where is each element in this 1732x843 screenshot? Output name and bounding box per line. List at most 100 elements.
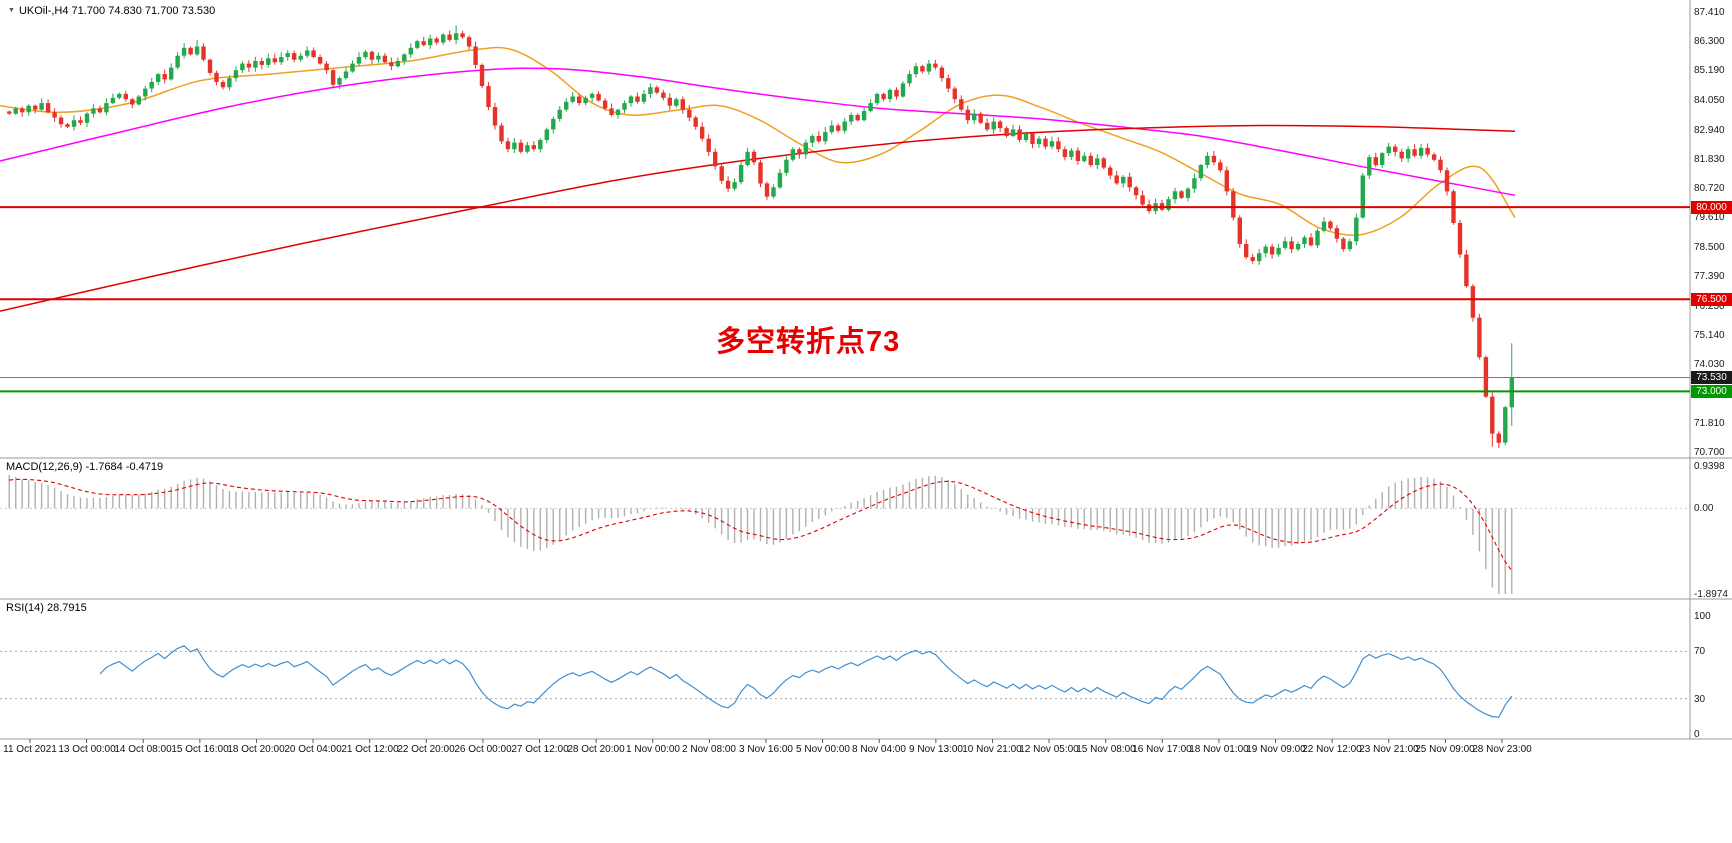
candle [207, 59, 213, 73]
candle [1412, 149, 1417, 156]
macd-panel[interactable] [0, 474, 1690, 594]
candle [311, 50, 316, 57]
candle [65, 124, 70, 127]
rsi-axis-label: 70 [1694, 646, 1706, 657]
candle [1470, 286, 1476, 318]
rsi-axis-label: 100 [1694, 611, 1711, 622]
price-axis-label: 85.190 [1694, 65, 1725, 76]
time-axis-label: 15 Nov 08:00 [1076, 744, 1136, 755]
candle [816, 136, 821, 142]
candle [1425, 147, 1430, 155]
candle [220, 82, 226, 88]
candle [1457, 222, 1463, 255]
candle [1172, 191, 1178, 200]
macd-indicator-label: MACD(12,26,9) -1.7684 -0.4719 [6, 461, 164, 473]
candle [797, 149, 802, 155]
macd-axis-label: 0.9398 [1694, 461, 1725, 472]
candle [784, 159, 789, 173]
price-axis-label: 79.610 [1694, 212, 1725, 223]
ma-line-ma-slow-red [0, 124, 1516, 312]
macd-axis-label: 0.00 [1694, 503, 1714, 514]
rsi-line [99, 645, 1513, 718]
candle [1062, 149, 1068, 158]
time-axis-ticks [29, 739, 1503, 743]
time-axis-label: 28 Oct 20:00 [567, 744, 625, 755]
time-axis-label: 18 Nov 01:00 [1189, 744, 1249, 755]
candle [1108, 167, 1113, 176]
candle [1179, 191, 1184, 198]
candle [1101, 158, 1106, 168]
candle [700, 126, 705, 139]
price-axis-label: 84.050 [1694, 95, 1725, 106]
candle [570, 96, 575, 102]
candle [609, 108, 614, 115]
candle [855, 115, 860, 121]
candle [104, 103, 109, 113]
candle [1341, 238, 1346, 250]
candle [920, 66, 925, 72]
candle [1069, 150, 1074, 158]
candle [58, 117, 64, 125]
price-axis-label: 70.700 [1694, 447, 1725, 458]
candle [868, 103, 873, 111]
time-axis-label: 10 Nov 21:00 [962, 744, 1022, 755]
candle [713, 151, 718, 167]
candle [91, 108, 96, 114]
price-axis-label: 81.830 [1694, 154, 1725, 165]
candle [33, 105, 38, 110]
candle [1056, 141, 1061, 150]
candlesticks [7, 25, 1514, 449]
candle [1328, 221, 1333, 229]
candle [201, 46, 206, 60]
candle [849, 115, 854, 122]
candle [564, 101, 569, 110]
candle [758, 162, 763, 184]
time-axis-label: 27 Oct 12:00 [511, 744, 569, 755]
candle [1276, 247, 1281, 255]
candle [874, 93, 880, 104]
price-axis-label: 86.300 [1694, 36, 1725, 47]
candle [777, 172, 783, 188]
candle [1036, 138, 1042, 144]
candle [52, 112, 57, 118]
candle [628, 96, 634, 104]
candle [272, 58, 277, 63]
candle [1237, 217, 1242, 244]
candle [402, 54, 407, 61]
candle [544, 129, 549, 140]
chart-canvas[interactable] [0, 0, 1732, 760]
symbol-dropdown-icon[interactable]: ▼ [8, 7, 15, 14]
candle [557, 109, 562, 119]
candle [1399, 151, 1404, 159]
candle [1308, 237, 1314, 246]
time-axis-label: 22 Oct 20:00 [397, 744, 455, 755]
candle [227, 78, 232, 88]
candle [194, 46, 200, 55]
candle [1133, 187, 1139, 196]
candle [1127, 176, 1132, 188]
candle [939, 67, 945, 79]
candle [933, 63, 938, 68]
candle [466, 37, 472, 47]
candle [907, 74, 912, 84]
main-chart-panel[interactable] [0, 25, 1690, 449]
candle [952, 88, 957, 100]
candle [1444, 170, 1450, 192]
time-axis-label: 21 Oct 12:00 [341, 744, 399, 755]
hline-price-tag: 73.000 [1691, 385, 1732, 398]
candle [1406, 149, 1411, 159]
price-axis-label: 82.940 [1694, 125, 1725, 136]
candle [635, 96, 640, 102]
candle [823, 132, 828, 142]
candle [169, 67, 174, 80]
candle [305, 50, 310, 56]
candle [577, 96, 582, 104]
candle [1224, 170, 1229, 192]
time-axis-label: 14 Oct 08:00 [114, 744, 172, 755]
price-axis-label: 77.390 [1694, 271, 1725, 282]
candle [959, 99, 964, 110]
candle [1166, 199, 1171, 210]
candle [991, 121, 996, 130]
rsi-panel[interactable] [0, 645, 1690, 718]
